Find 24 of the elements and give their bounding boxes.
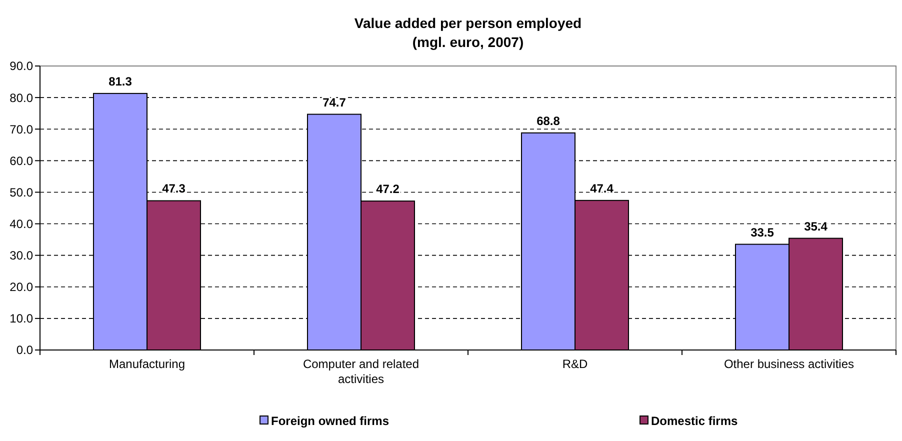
y-tick-label: 10.0 <box>10 312 34 326</box>
chart-subtitle: (mgl. euro, 2007) <box>412 34 524 50</box>
x-tick-label: Computer and related activities <box>302 357 420 386</box>
x-tick-label: Other business activities <box>724 357 854 371</box>
y-tick-label: 60.0 <box>10 154 34 168</box>
y-tick-label: 90.0 <box>10 59 34 74</box>
data-label: 81.3 <box>108 74 132 88</box>
x-tick-label: Manufacturing <box>108 357 186 371</box>
y-tick-label: 70.0 <box>10 122 34 136</box>
y-tick-label: 40.0 <box>10 216 34 231</box>
data-label: 47.4 <box>590 181 614 196</box>
data-label: 74.7 <box>322 95 346 110</box>
x-tick-label: R&D <box>562 357 588 371</box>
data-label: 33.5 <box>750 225 774 240</box>
y-tick-label: 50.0 <box>10 185 34 200</box>
y-tick-label: 30.0 <box>10 248 34 263</box>
chart-title: Value added per person employed <box>354 15 582 31</box>
legend-label: Domestic firms <box>651 414 738 428</box>
y-tick-label: 20.0 <box>10 280 34 294</box>
data-label: 68.8 <box>536 114 560 128</box>
y-tick-label: 0.0 <box>16 343 34 358</box>
legend-label: Foreign owned firms <box>271 414 390 428</box>
data-label: 47.3 <box>162 182 186 196</box>
y-tick-label: 80.0 <box>10 90 34 105</box>
